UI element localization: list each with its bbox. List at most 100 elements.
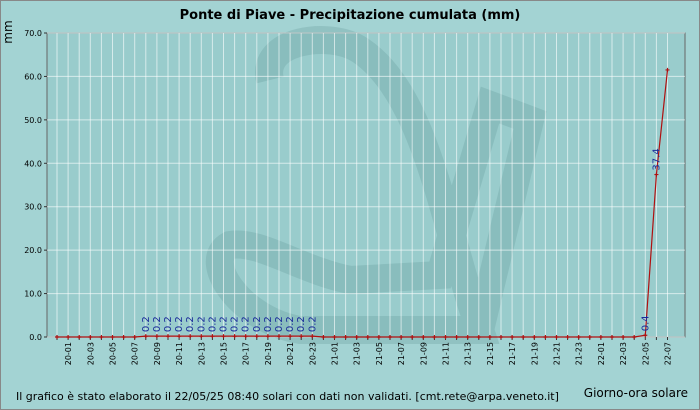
y-tick-label: 30.0 bbox=[24, 203, 42, 212]
x-tick-label: 21-01 bbox=[331, 342, 340, 365]
data-label: 0.2 bbox=[252, 316, 263, 332]
x-tick-label: 20-23 bbox=[308, 342, 317, 365]
point-marker bbox=[354, 335, 359, 339]
point-marker bbox=[265, 334, 270, 339]
x-tick-label: 21-19 bbox=[530, 342, 539, 365]
point-marker bbox=[576, 335, 581, 339]
point-marker bbox=[254, 334, 259, 339]
data-label: 0.2 bbox=[263, 316, 274, 332]
point-marker bbox=[332, 335, 337, 339]
y-tick-label: 10.0 bbox=[24, 290, 42, 299]
y-tick-label: 40.0 bbox=[24, 159, 42, 168]
x-tick-label: 21-03 bbox=[353, 342, 362, 365]
point-marker bbox=[487, 335, 492, 339]
data-label: 0.2 bbox=[230, 316, 241, 332]
point-marker bbox=[210, 334, 215, 339]
point-marker bbox=[654, 172, 659, 177]
point-marker bbox=[143, 334, 148, 339]
point-marker bbox=[432, 335, 437, 339]
point-marker bbox=[299, 334, 304, 339]
point-marker bbox=[166, 334, 170, 339]
point-marker bbox=[399, 335, 404, 339]
data-label: 0.2 bbox=[207, 316, 218, 332]
point-marker bbox=[543, 335, 548, 339]
y-tick-label: 50.0 bbox=[24, 116, 42, 125]
point-marker bbox=[55, 335, 59, 339]
x-tick-label: 21-15 bbox=[486, 342, 495, 365]
x-tick-label: 20-01 bbox=[64, 342, 73, 365]
data-label: 0.2 bbox=[185, 316, 196, 332]
point-marker bbox=[66, 335, 71, 339]
point-marker bbox=[376, 335, 381, 339]
data-label: 0.2 bbox=[296, 316, 307, 332]
x-tick-label: 20-09 bbox=[153, 342, 162, 365]
point-marker bbox=[388, 335, 392, 339]
point-marker bbox=[277, 334, 281, 339]
point-marker bbox=[188, 334, 193, 339]
x-tick-label: 21-17 bbox=[508, 342, 517, 365]
point-marker bbox=[110, 335, 115, 339]
point-marker bbox=[232, 334, 237, 339]
point-marker bbox=[443, 335, 448, 339]
x-tick-label: 21-11 bbox=[442, 342, 451, 365]
point-marker bbox=[476, 335, 481, 339]
chart-title: Ponte di Piave - Precipitazione cumulata… bbox=[180, 8, 521, 23]
point-marker bbox=[177, 334, 182, 339]
data-label: 0.2 bbox=[307, 316, 318, 332]
point-marker bbox=[121, 335, 126, 339]
data-label: 0.2 bbox=[163, 316, 174, 332]
point-marker bbox=[99, 335, 104, 339]
x-tick-label: 21-21 bbox=[553, 342, 562, 365]
x-tick-label: 20-17 bbox=[242, 342, 251, 365]
data-label: 0.2 bbox=[152, 316, 163, 332]
point-marker bbox=[288, 334, 293, 339]
point-marker bbox=[643, 333, 648, 338]
x-tick-label: 20-21 bbox=[286, 342, 295, 365]
footer: Il grafico è stato elaborato il 22/05/25… bbox=[16, 390, 559, 403]
point-marker bbox=[510, 335, 515, 339]
point-marker bbox=[199, 334, 204, 339]
point-marker bbox=[621, 335, 626, 339]
point-marker bbox=[499, 335, 503, 339]
x-tick-label: 20-15 bbox=[220, 342, 229, 365]
point-marker bbox=[554, 335, 559, 339]
point-marker bbox=[77, 335, 82, 339]
x-tick-label: 21-13 bbox=[464, 342, 473, 365]
data-label: 37.4 bbox=[651, 148, 662, 170]
watermark bbox=[205, 26, 547, 344]
point-marker bbox=[132, 335, 137, 339]
point-marker bbox=[521, 335, 526, 339]
point-marker bbox=[665, 67, 670, 72]
point-marker bbox=[565, 335, 570, 339]
x-tick-label: 20-11 bbox=[175, 342, 184, 365]
x-tick-label: 21-05 bbox=[375, 342, 384, 365]
x-tick-label: 20-13 bbox=[197, 342, 206, 365]
x-tick-label: 20-05 bbox=[109, 342, 118, 365]
y-tick-label: 70.0 bbox=[24, 29, 42, 38]
x-axis-label: Giorno-ora solare bbox=[584, 386, 688, 400]
point-marker bbox=[465, 335, 470, 339]
x-tick-label: 21-07 bbox=[397, 342, 406, 365]
point-marker bbox=[88, 335, 93, 339]
point-marker bbox=[343, 335, 348, 339]
data-label: 0.2 bbox=[196, 316, 207, 332]
y-tick-label: 60.0 bbox=[24, 72, 42, 81]
x-tick-label: 22-05 bbox=[641, 342, 650, 365]
y-axis-label: mm bbox=[1, 20, 15, 43]
x-tick-label: 21-09 bbox=[419, 342, 428, 365]
point-marker bbox=[310, 334, 315, 339]
data-label: 0.2 bbox=[174, 316, 185, 332]
data-label: 0.2 bbox=[274, 316, 285, 332]
point-marker bbox=[365, 335, 370, 339]
point-marker bbox=[321, 335, 326, 339]
y-tick-label: 20.0 bbox=[24, 246, 42, 255]
point-marker bbox=[454, 335, 459, 339]
data-label: 0.4 bbox=[640, 315, 651, 331]
point-marker bbox=[221, 334, 226, 339]
point-marker bbox=[154, 334, 159, 339]
x-tick-label: 21-23 bbox=[575, 342, 584, 365]
point-marker bbox=[598, 335, 603, 339]
y-tick-label: 0.0 bbox=[29, 333, 42, 342]
